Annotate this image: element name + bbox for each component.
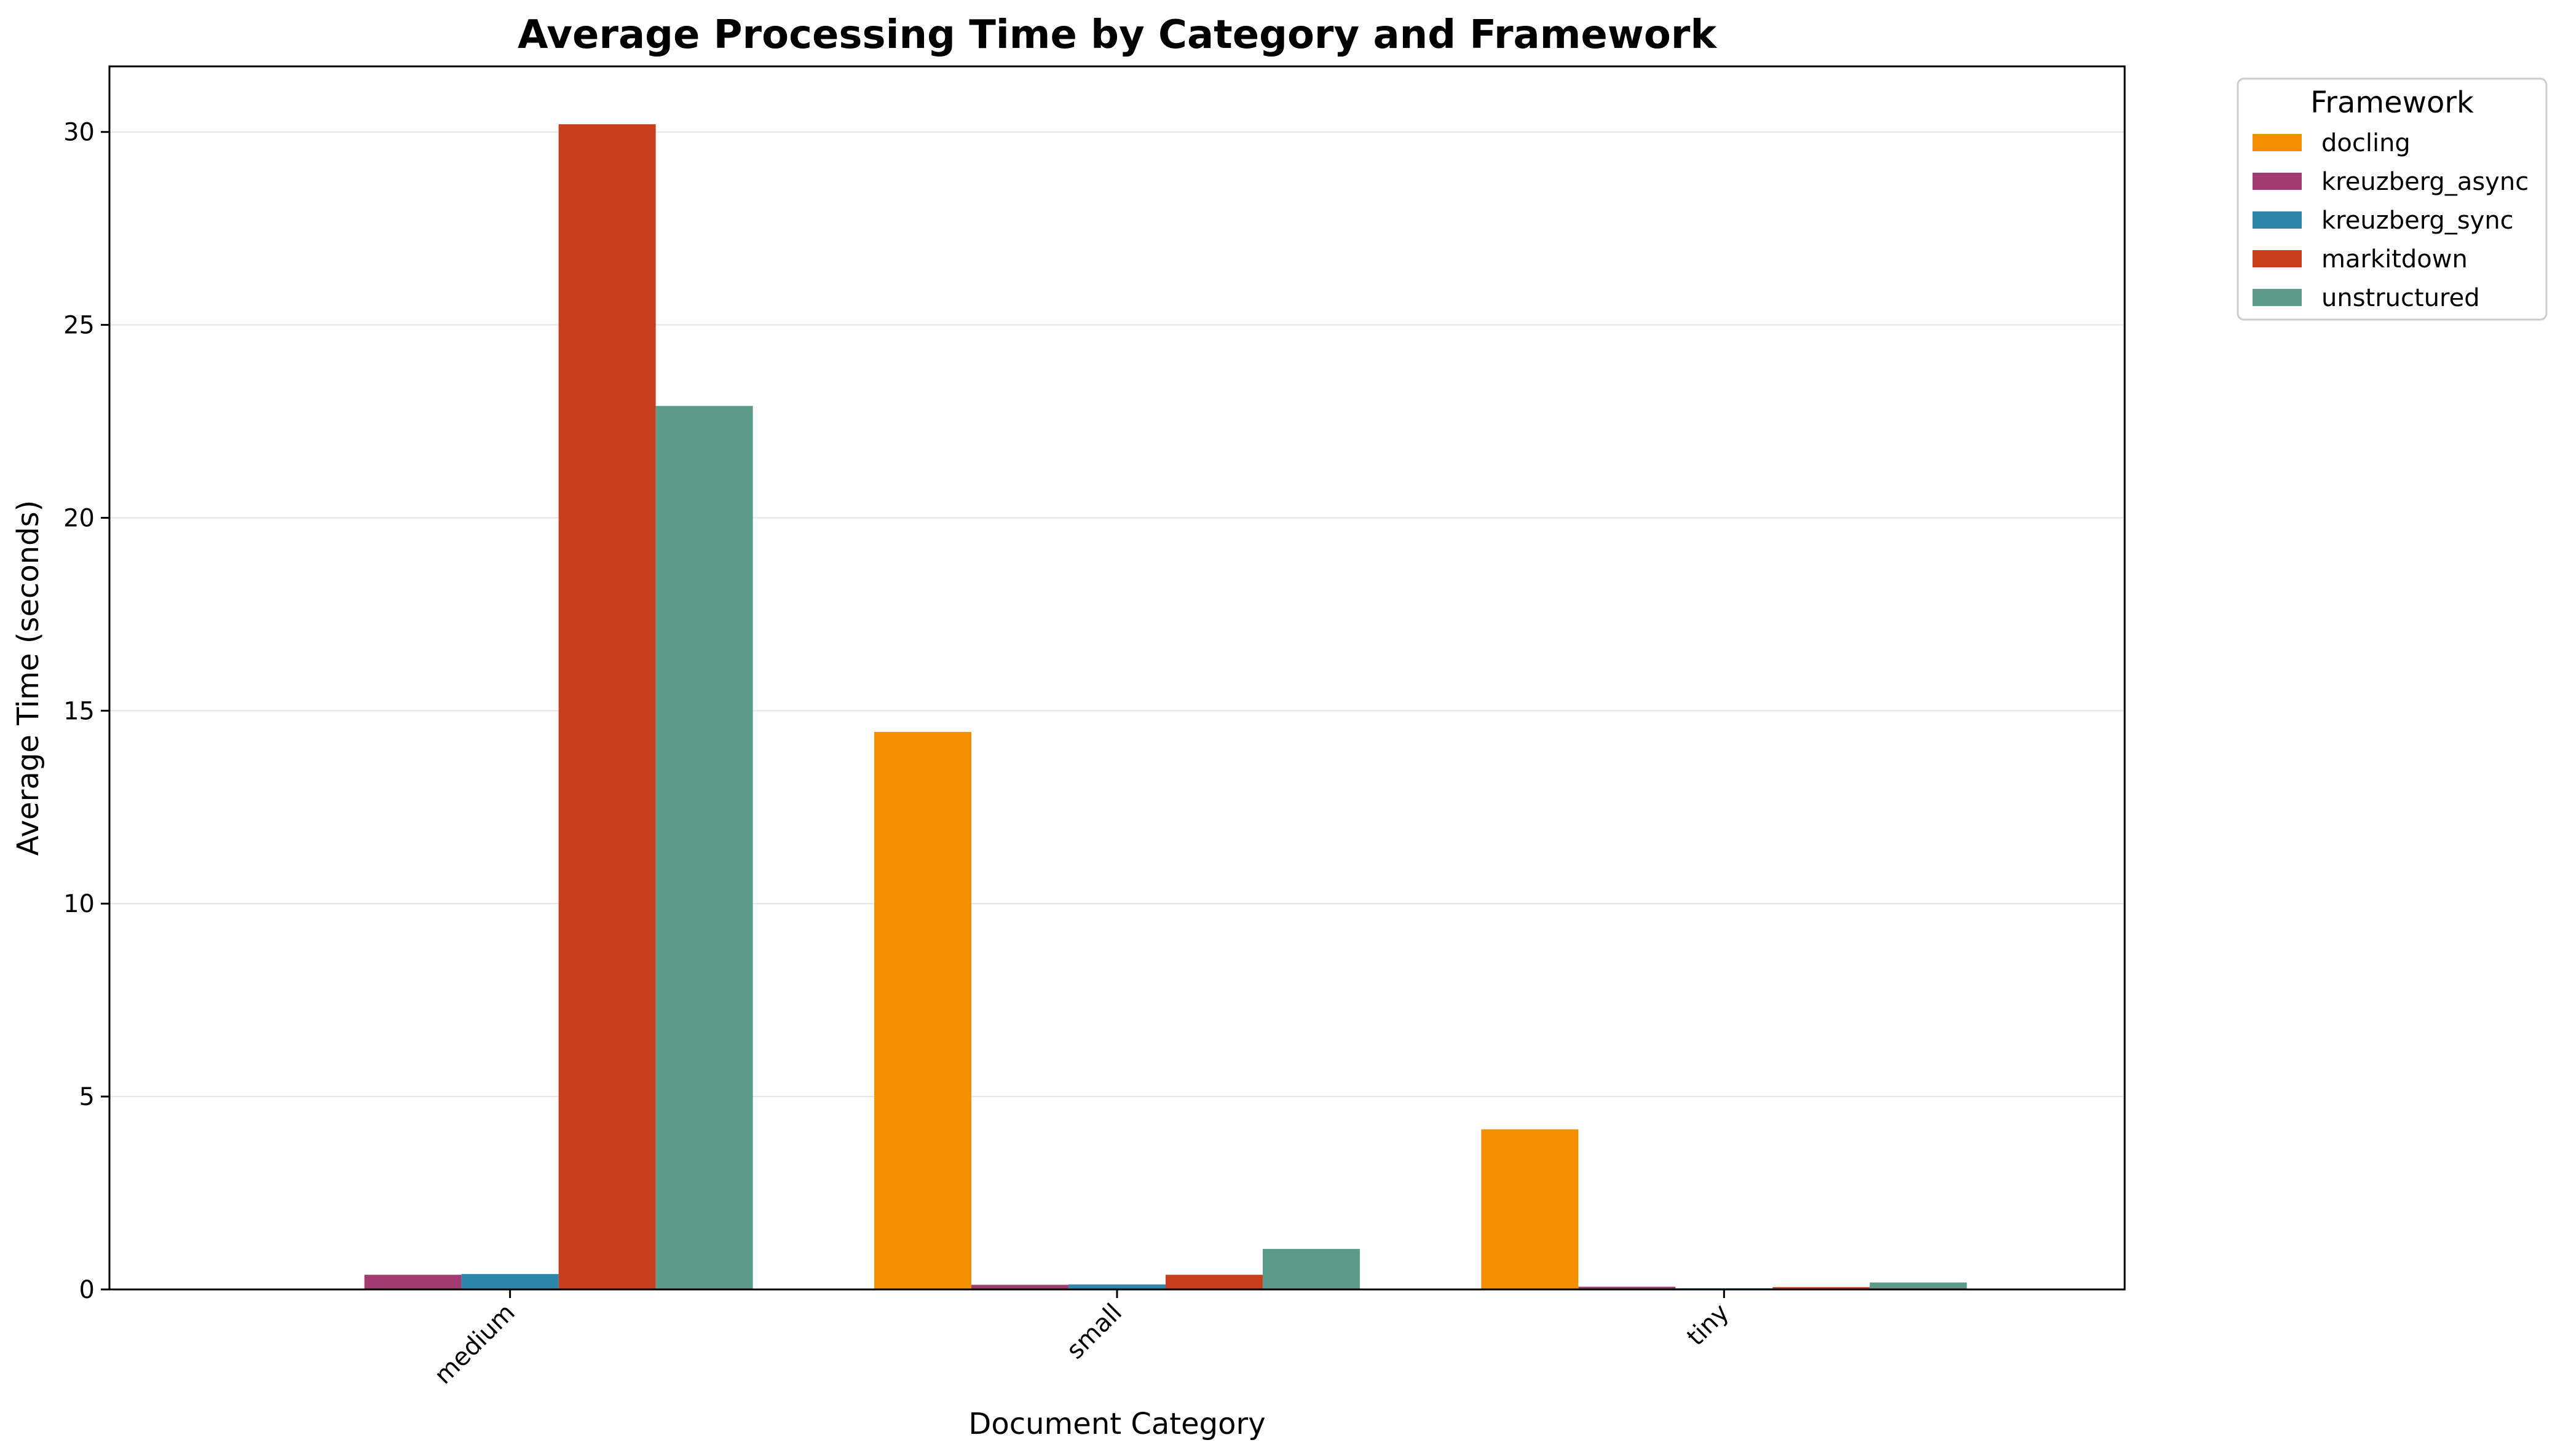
legend-label-markitdown: markitdown (2321, 245, 2468, 273)
legend-swatch-markitdown (2253, 250, 2302, 267)
chart-title: Average Processing Time by Category and … (518, 12, 1717, 58)
legend-swatch-docling (2253, 134, 2302, 151)
y-axis-ticks: 0 5 10 15 20 25 30 (63, 119, 109, 1304)
bar-unstructured-tiny (1870, 1282, 1967, 1289)
bar-kreuzberg_async-medium (364, 1275, 462, 1289)
legend-swatch-kreuzberg_async (2253, 173, 2302, 190)
legend-swatch-unstructured (2253, 289, 2302, 306)
legend-label-kreuzberg_sync: kreuzberg_sync (2321, 207, 2514, 235)
bar-unstructured-small (1262, 1249, 1360, 1289)
x-axis-label: Document Category (968, 1407, 1265, 1441)
legend-label-docling: docling (2321, 129, 2411, 157)
bar-docling-tiny (1481, 1129, 1579, 1289)
y-tick-label: 25 (63, 312, 95, 340)
legend: Framework docling kreuzberg_async kreuzber… (2237, 77, 2548, 321)
bar-markitdown-medium (558, 124, 656, 1289)
legend-swatch-kreuzberg_sync (2253, 211, 2302, 229)
legend-title: Framework (2310, 85, 2474, 120)
bar-kreuzberg_sync-small (1068, 1284, 1166, 1289)
legend-box (2237, 77, 2548, 321)
grid-lines (109, 131, 2125, 1290)
bar-markitdown-small (1165, 1275, 1263, 1289)
bars (267, 124, 1967, 1290)
y-tick-label: 30 (63, 119, 95, 147)
bar-kreuzberg_sync-medium (461, 1273, 559, 1289)
y-tick-label: 15 (63, 697, 95, 725)
y-axis-label: Average Time (seconds) (11, 500, 45, 856)
y-tick-label: 5 (79, 1083, 95, 1111)
y-tick-label: 20 (63, 504, 95, 532)
bar-markitdown-tiny (1772, 1287, 1870, 1289)
bar-kreuzberg_async-small (971, 1285, 1069, 1289)
legend-label-unstructured: unstructured (2321, 284, 2480, 312)
bar-docling-small (874, 731, 972, 1289)
legend-label-kreuzberg_async: kreuzberg_async (2321, 168, 2529, 196)
bar-kreuzberg_async-tiny (1578, 1286, 1676, 1289)
bar-unstructured-medium (655, 406, 753, 1290)
y-tick-label: 10 (63, 890, 95, 918)
y-tick-label: 0 (79, 1276, 95, 1304)
